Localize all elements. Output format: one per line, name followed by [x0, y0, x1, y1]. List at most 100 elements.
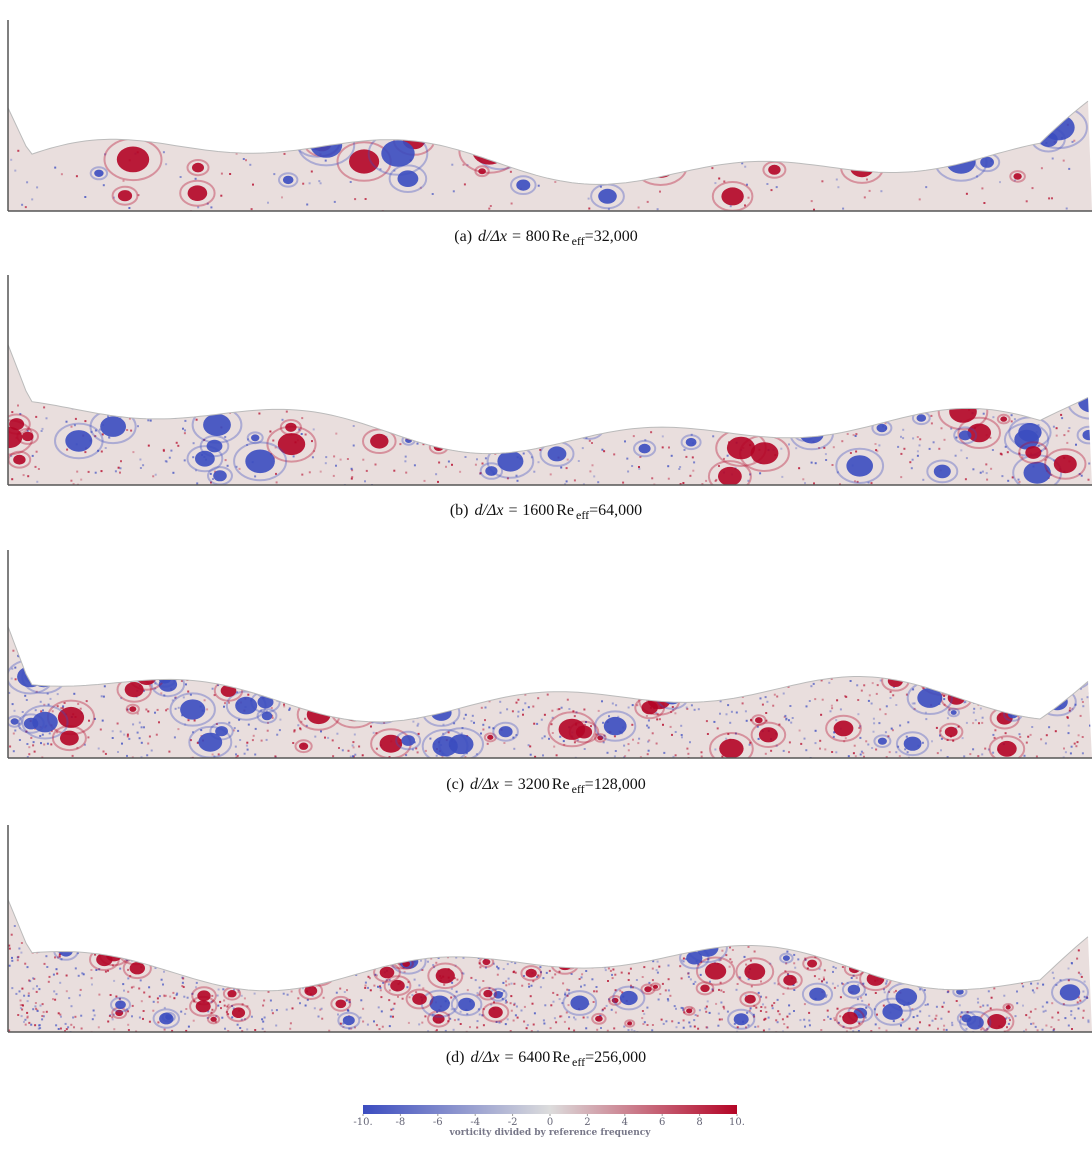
speckle: [321, 1018, 323, 1020]
speckle: [1032, 662, 1034, 664]
speckle: [1020, 941, 1022, 943]
speckle: [221, 1017, 223, 1019]
speckle: [762, 430, 764, 432]
speckle: [250, 376, 252, 378]
speckle: [134, 394, 136, 396]
speckle: [49, 976, 51, 978]
speckle: [815, 462, 817, 464]
speckle: [589, 118, 591, 120]
speckle: [851, 933, 853, 935]
vortex: [17, 666, 43, 687]
speckle: [139, 737, 141, 739]
speckle: [549, 970, 551, 972]
speckle: [297, 649, 299, 651]
vortex: [1013, 173, 1021, 180]
speckle: [352, 666, 354, 668]
speckle: [47, 399, 49, 401]
speckle: [1034, 932, 1036, 934]
speckle: [547, 957, 549, 959]
speckle: [944, 439, 946, 441]
speckle: [142, 925, 144, 927]
speckle: [652, 732, 654, 734]
speckle: [1037, 697, 1039, 699]
speckle: [791, 654, 793, 656]
speckle: [436, 755, 438, 757]
speckle: [439, 648, 441, 650]
speckle: [674, 1005, 676, 1007]
speckle: [389, 1025, 391, 1027]
speckle: [29, 980, 31, 982]
speckle: [875, 1023, 877, 1025]
speckle: [350, 716, 352, 718]
speckle: [553, 652, 555, 654]
speckle: [1045, 1010, 1047, 1012]
speckle: [984, 748, 986, 750]
speckle: [611, 1009, 613, 1011]
speckle: [276, 984, 278, 986]
speckle: [370, 726, 372, 728]
speckle: [163, 971, 165, 973]
speckle: [489, 664, 491, 666]
speckle: [805, 398, 807, 400]
speckle: [71, 381, 73, 383]
vortex: [258, 696, 274, 709]
speckle: [42, 709, 44, 711]
speckle: [1067, 945, 1069, 947]
speckle: [772, 705, 774, 707]
speckle: [227, 465, 229, 467]
speckle: [411, 432, 413, 434]
speckle: [390, 1016, 392, 1018]
speckle: [91, 984, 93, 986]
speckle: [253, 667, 255, 669]
speckle: [581, 156, 583, 158]
speckle: [514, 679, 516, 681]
vortex: [744, 963, 765, 980]
speckle: [13, 750, 15, 752]
speckle: [1026, 742, 1028, 744]
speckle: [804, 1026, 806, 1028]
speckle: [251, 978, 253, 980]
vortex: [407, 432, 415, 438]
speckle: [120, 467, 122, 469]
speckle: [721, 950, 723, 952]
speckle: [21, 988, 23, 990]
vortex: [526, 969, 537, 978]
speckle: [479, 966, 481, 968]
speckle: [314, 1007, 316, 1009]
speckle: [771, 189, 773, 191]
speckle: [873, 718, 875, 720]
speckle: [591, 978, 593, 980]
speckle: [680, 725, 682, 727]
speckle: [184, 1013, 186, 1015]
speckle: [885, 983, 887, 985]
speckle: [675, 731, 677, 733]
speckle: [955, 926, 957, 928]
speckle: [1070, 1010, 1072, 1012]
speckle: [689, 475, 691, 477]
speckle: [736, 157, 738, 159]
speckle: [609, 386, 611, 388]
speckle: [983, 700, 985, 702]
speckle: [783, 1023, 785, 1025]
speckle: [985, 947, 987, 949]
speckle: [563, 740, 565, 742]
flow-panel: [8, 20, 1092, 212]
speckle: [492, 443, 494, 445]
speckle: [162, 414, 164, 416]
speckle: [414, 464, 416, 466]
speckle: [538, 185, 540, 187]
speckle: [982, 471, 984, 473]
speckle: [808, 1020, 810, 1022]
speckle: [146, 416, 148, 418]
speckle: [517, 411, 519, 413]
speckle: [454, 952, 456, 954]
speckle: [687, 753, 689, 755]
speckle: [292, 1007, 294, 1009]
speckle: [579, 414, 581, 416]
speckle: [522, 709, 524, 711]
speckle: [430, 410, 432, 412]
speckle: [579, 690, 581, 692]
speckle: [605, 381, 607, 383]
speckle: [590, 925, 592, 927]
speckle: [133, 402, 135, 404]
